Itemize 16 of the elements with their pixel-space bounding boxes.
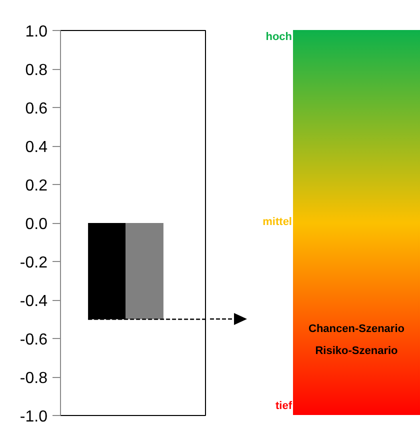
text: tief <box>276 399 292 414</box>
y-tick-label: -0.6 <box>20 332 48 348</box>
y-tick-label: -0.8 <box>20 370 48 387</box>
text: mittel <box>262 214 292 230</box>
text: Risiko-Szenario <box>314 344 399 358</box>
text: Chancen-Szenario <box>308 322 406 338</box>
y-tick-label: 0.8 <box>25 62 48 79</box>
y-tick-label: -0.4 <box>20 293 48 310</box>
y-tick-label: 0.2 <box>25 178 48 194</box>
y-tick-label: 0.0 <box>25 216 48 233</box>
y-tick-label: 0.4 <box>25 139 48 156</box>
y-tick-label: -1.0 <box>20 408 48 426</box>
y-tick-label: -0.2 <box>20 254 48 272</box>
y-tick-label: 0.6 <box>25 100 48 118</box>
y-tick-label: 1.0 <box>25 24 48 40</box>
text: hoch <box>266 30 292 45</box>
